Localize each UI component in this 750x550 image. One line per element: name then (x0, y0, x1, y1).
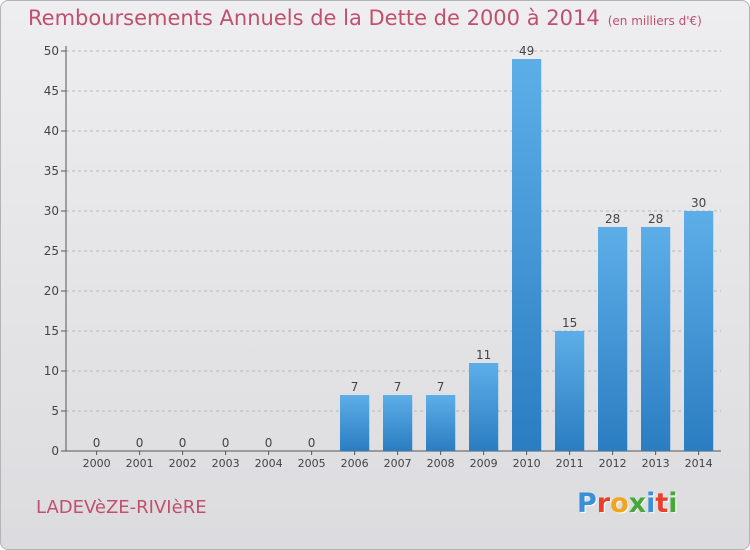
bar-value-label: 0 (136, 436, 144, 450)
y-tick-label: 15 (44, 324, 59, 338)
x-tick-label: 2009 (470, 457, 498, 470)
logo-letter: i (646, 488, 656, 519)
x-tick-label: 2005 (298, 457, 326, 470)
bar-value-label: 11 (476, 348, 491, 362)
x-tick-label: 2010 (513, 457, 541, 470)
chart-title: Remboursements Annuels de la Dette de 20… (28, 6, 702, 30)
commune-name: LADEVèZE-RIVIèRE (36, 497, 207, 518)
proxiti-logo: Proxiti (577, 488, 678, 519)
x-tick-label: 2002 (169, 457, 197, 470)
bar (641, 227, 671, 451)
bar (512, 59, 542, 451)
x-tick-label: 2003 (212, 457, 240, 470)
bar (555, 331, 585, 451)
y-tick-label: 50 (44, 44, 59, 58)
logo-letter: P (577, 488, 597, 519)
y-tick-label: 10 (44, 364, 59, 378)
bar-value-label: 15 (562, 316, 577, 330)
bar (426, 395, 456, 451)
bar (598, 227, 628, 451)
logo-letter: o (610, 488, 629, 519)
logo-letter: x (628, 488, 647, 519)
chart-title-text: Remboursements Annuels de la Dette de 20… (28, 6, 600, 30)
y-tick-label: 25 (44, 244, 59, 258)
bar-value-label: 49 (519, 44, 534, 58)
bar (383, 395, 413, 451)
x-tick-label: 2006 (341, 457, 369, 470)
x-tick-label: 2004 (255, 457, 283, 470)
bar (340, 395, 370, 451)
y-tick-label: 35 (44, 164, 59, 178)
bar-value-label: 0 (308, 436, 316, 450)
logo-letter: i (668, 488, 678, 519)
bar-value-label: 7 (351, 380, 359, 394)
x-tick-label: 2013 (642, 457, 670, 470)
bar-value-label: 28 (648, 212, 663, 226)
x-tick-label: 2014 (685, 457, 713, 470)
logo-letter: r (596, 488, 611, 519)
x-tick-label: 2000 (83, 457, 111, 470)
chart-unit: (en milliers d'€) (607, 14, 702, 28)
x-tick-label: 2011 (556, 457, 584, 470)
bar-value-label: 0 (179, 436, 187, 450)
x-tick-label: 2008 (427, 457, 455, 470)
y-tick-label: 20 (44, 284, 59, 298)
bar-value-label: 7 (394, 380, 402, 394)
bar-value-label: 28 (605, 212, 620, 226)
bar-value-label: 0 (222, 436, 230, 450)
logo-letter: t (655, 488, 669, 519)
bar-value-label: 30 (691, 196, 706, 210)
bar-value-label: 7 (437, 380, 445, 394)
y-tick-label: 5 (51, 404, 59, 418)
y-tick-label: 45 (44, 84, 59, 98)
bar-value-label: 0 (265, 436, 273, 450)
bar (469, 363, 499, 451)
y-tick-label: 40 (44, 124, 59, 138)
y-tick-label: 0 (51, 444, 59, 458)
x-tick-label: 2012 (599, 457, 627, 470)
x-tick-label: 2001 (126, 457, 154, 470)
bar (684, 211, 714, 451)
x-tick-label: 2007 (384, 457, 412, 470)
y-tick-label: 30 (44, 204, 59, 218)
bar-value-label: 0 (93, 436, 101, 450)
